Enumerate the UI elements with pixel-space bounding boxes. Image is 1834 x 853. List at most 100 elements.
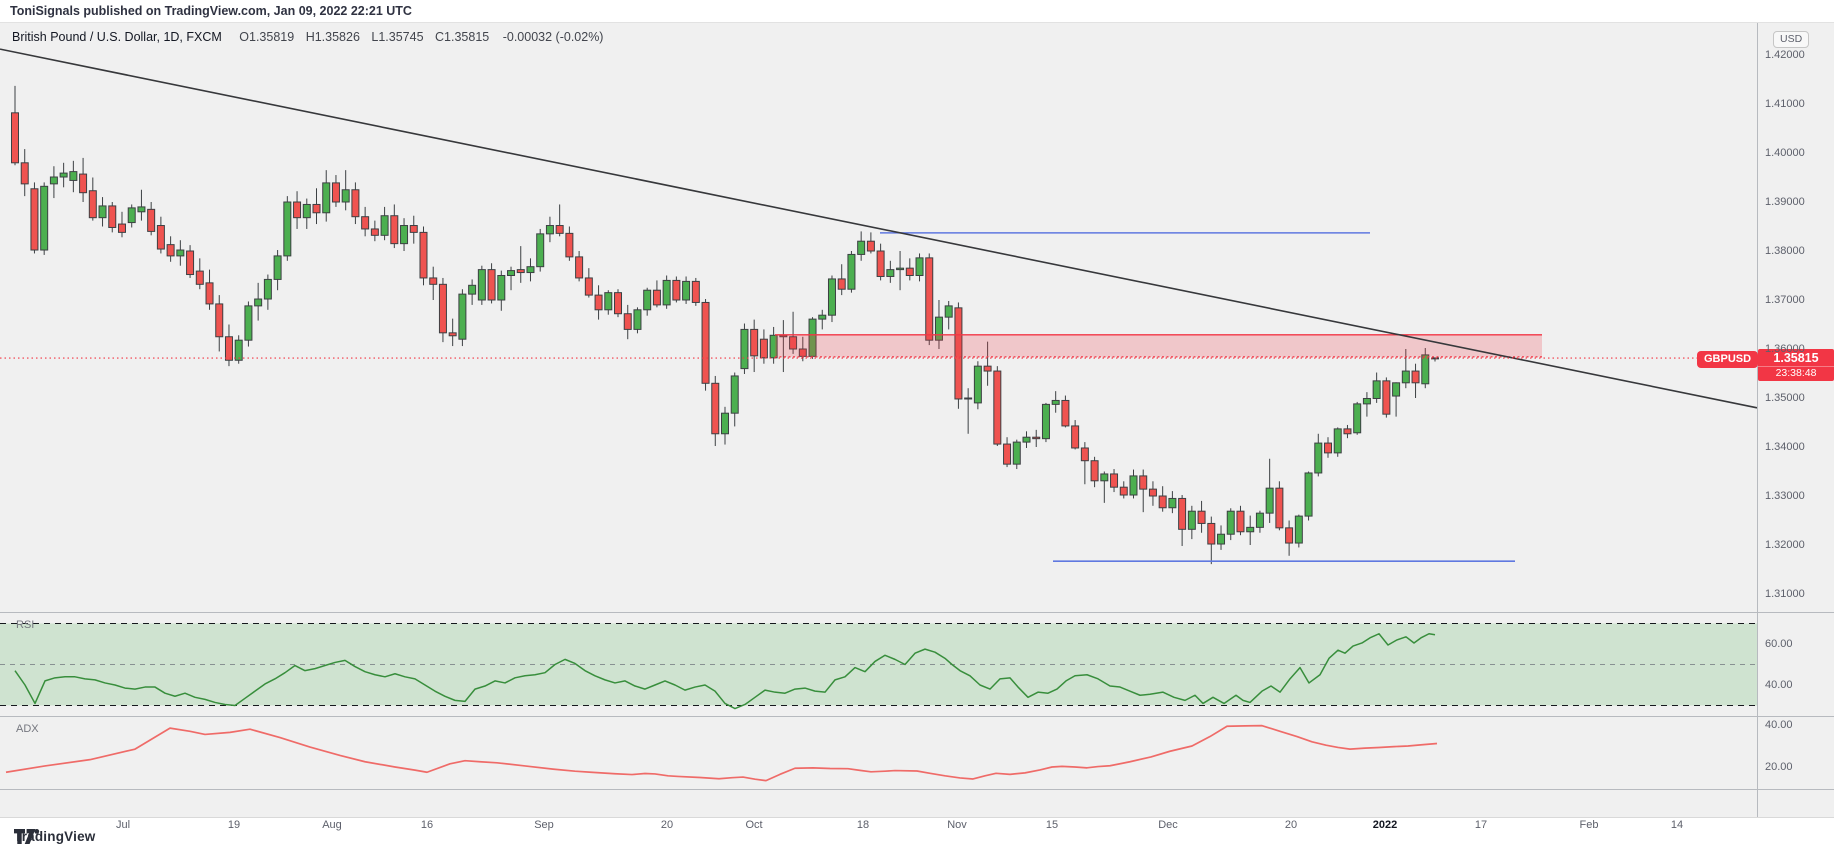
time-tick-label: 2022 (1372, 819, 1398, 831)
candle-body-down (88, 190, 97, 219)
tradingview-footer[interactable]: TradingView (14, 829, 95, 844)
candle-body-down (1139, 475, 1148, 490)
chart-canvas[interactable] (0, 23, 1834, 817)
candle-body-up (934, 316, 943, 341)
rsi-pane-label: RSI (16, 619, 35, 631)
rsi-tick-label: 40.00 (1765, 679, 1793, 691)
candle-body-down (11, 112, 19, 164)
price-tick-label: 1.41000 (1765, 98, 1805, 110)
candle-body-down (224, 336, 233, 361)
candle-body-up (176, 249, 185, 257)
candle-body-up (1022, 436, 1031, 443)
candle-body-down (1382, 380, 1391, 415)
candle-body-up (1353, 403, 1362, 434)
price-tick-label: 1.42000 (1765, 49, 1805, 61)
candle-body-down (623, 313, 632, 330)
candle-body-down (759, 338, 768, 359)
candle-body-down (20, 162, 29, 185)
pane-separator-price-rsi[interactable] (0, 612, 1834, 613)
candle-body-down (1080, 447, 1089, 462)
pane-separator-rsi-adx[interactable] (0, 716, 1834, 717)
candle-body-up (1314, 442, 1323, 474)
candle-body-down (370, 228, 379, 236)
candle-body-down (701, 301, 710, 384)
candle-body-down (1158, 495, 1167, 509)
candle-body-up (1294, 515, 1303, 544)
candle-body-up (40, 185, 49, 251)
time-tick-label: Dec (1158, 819, 1178, 831)
candle-body-up (886, 269, 895, 277)
pane-separator-adx-timeaxis[interactable] (0, 789, 1834, 790)
price-tick-label: 1.37000 (1765, 294, 1805, 306)
candle-body-up (380, 215, 389, 236)
price-tick-label: 1.40000 (1765, 147, 1805, 159)
candle-body-up (730, 375, 739, 414)
adx-tick-label: 40.00 (1765, 719, 1793, 731)
candle-body-down (1207, 522, 1216, 545)
candle-body-up (915, 257, 924, 276)
candle-body-down (195, 270, 204, 285)
candle-body-up (1012, 441, 1021, 465)
chart-legend[interactable]: British Pound / U.S. Dollar, 1D, FXCM O1… (12, 30, 603, 44)
supply-zone (775, 334, 1542, 357)
time-tick-label: Aug (322, 819, 342, 831)
candle-body-up (497, 275, 506, 301)
candle-body-down (30, 188, 39, 251)
time-tick-label: 14 (1670, 819, 1684, 831)
adx-line (5, 724, 1438, 782)
candle-body-down (1430, 357, 1439, 360)
candle-body-down (1197, 510, 1206, 524)
candle-body-up (1333, 428, 1342, 454)
price-tick-label: 1.31000 (1765, 588, 1805, 600)
candle-body-down (409, 225, 418, 233)
price-axis-border[interactable] (1757, 23, 1758, 817)
candle-body-down (672, 279, 681, 301)
candle-body-up (769, 334, 778, 359)
candle-body-up (1392, 382, 1401, 397)
candle-body-up (1226, 510, 1235, 535)
candle-body-down (1236, 510, 1245, 533)
time-tick-label: Nov (947, 819, 967, 831)
candle-body-up (545, 225, 554, 235)
candle-body-down (1324, 442, 1333, 454)
candle-body-up (244, 305, 253, 341)
candle-body-down (1178, 497, 1187, 530)
currency-badge: USD (1773, 31, 1810, 48)
last-price-value: 1.35815 (1773, 351, 1819, 365)
candle-body-up (273, 255, 282, 280)
candle-body-down (438, 283, 447, 334)
candle-body-up (49, 176, 58, 185)
bar-countdown: 23:38:48 (1758, 366, 1834, 381)
candle-body-up (944, 305, 953, 318)
candle-body-down (186, 250, 195, 276)
candle-body-down (983, 365, 992, 372)
candle-body-down (1090, 460, 1099, 482)
symbol-title: British Pound / U.S. Dollar, 1D, FXCM (12, 30, 222, 44)
candle-body-up (458, 293, 467, 340)
time-tick-label: 20 (660, 819, 674, 831)
candle-body-down (390, 215, 399, 245)
candle-body-up (127, 207, 136, 224)
candle-body-up (1051, 399, 1060, 405)
candle-body-up (847, 253, 856, 290)
price-tick-label: 1.35000 (1765, 392, 1805, 404)
candle-body-up (98, 205, 107, 219)
time-tick-label: Jul (115, 819, 131, 831)
candle-body-down (1061, 399, 1070, 427)
candle-body-down (108, 205, 117, 228)
time-tick-label: 19 (227, 819, 241, 831)
candle-body-up (633, 309, 642, 330)
rsi-line (14, 633, 1436, 710)
candle-body-up (827, 278, 836, 316)
last-price-box: 1.35815 23:38:48 (1758, 349, 1834, 381)
candle-body-up (1362, 397, 1371, 405)
time-tick-label: 17 (1474, 819, 1488, 831)
attribution-text: ToniSignals published on TradingView.com… (10, 4, 412, 18)
candle-body-down (1275, 487, 1284, 529)
open-value: O1.35819 (239, 30, 295, 44)
time-tick-label: Sep (534, 819, 554, 831)
candle-body-down (448, 332, 457, 337)
candle-body-down (215, 303, 224, 338)
adx-pane-label: ADX (16, 723, 39, 735)
